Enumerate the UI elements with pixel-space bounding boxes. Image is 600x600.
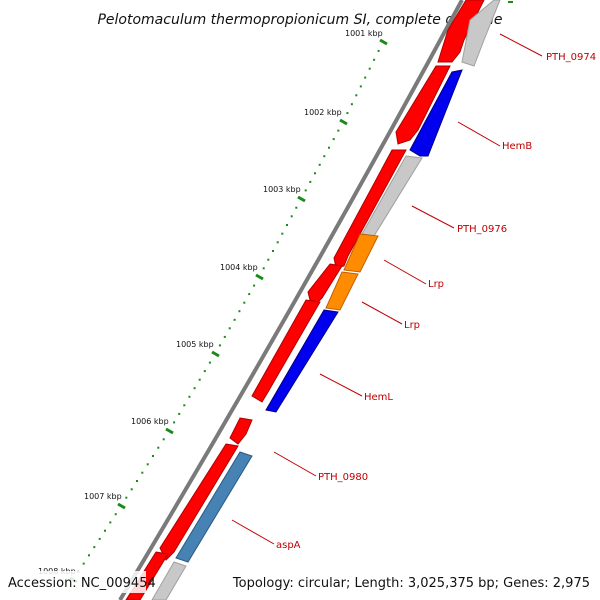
gene-reverse-grey-3[interactable] [151, 561, 187, 600]
tick-label: 1001 kbp [345, 29, 383, 38]
minor-tick [314, 172, 316, 175]
minor-tick [508, 1, 513, 3]
reverse-genes [151, 0, 501, 600]
backbone-line [118, 0, 464, 600]
minor-tick [248, 293, 251, 296]
minor-tick [233, 318, 236, 321]
minor-tick [377, 49, 380, 52]
gene-hemL[interactable] [265, 309, 339, 413]
gene-label-pth0976[interactable]: PTH_0976 [457, 224, 507, 235]
footer-accession-bg [4, 571, 146, 593]
minor-tick [183, 404, 186, 407]
gene-label-hemb[interactable]: HemB [502, 141, 532, 152]
genome-title: Pelotomaculum thermopropionicum SI, comp… [97, 12, 502, 28]
tick-label: 1004 kbp [220, 263, 258, 272]
minor-tick [114, 513, 117, 516]
gene-hemB[interactable] [409, 69, 463, 157]
forward-genes [125, 0, 485, 600]
minor-tick [218, 344, 221, 347]
gene-lrp-1[interactable] [343, 233, 379, 273]
tick-label: 1005 kbp [176, 340, 214, 349]
tick-label: 1003 kbp [263, 185, 301, 194]
minor-tick [368, 67, 371, 70]
minor-tick [243, 301, 246, 304]
minor-tick [290, 215, 293, 218]
footer-summary-bg [256, 571, 594, 593]
accession-text: Accession: NC_009454 [8, 576, 156, 591]
tick-label: 1006 kbp [131, 417, 169, 426]
tick-label: 1002 kbp [304, 108, 342, 117]
minor-tick [262, 267, 265, 270]
gene-label-lrp[interactable]: Lrp [404, 320, 420, 331]
minor-tick [130, 488, 133, 491]
minor-tick [141, 471, 144, 474]
minor-tick [157, 446, 160, 449]
minor-tick [173, 421, 176, 424]
minor-tick [328, 146, 330, 149]
label-leaders [231, 33, 543, 545]
topology-summary-text: Topology: circular; Length: 3,025,375 bp… [232, 576, 590, 591]
minor-tick [318, 163, 321, 166]
gene-label-pth0974[interactable]: PTH_0974 [546, 52, 596, 63]
minor-tick [304, 189, 307, 192]
minor-tick [88, 554, 90, 557]
minor-tick [253, 284, 256, 287]
minor-tick [364, 76, 367, 79]
gene-forward-2[interactable] [395, 65, 451, 145]
gene-forward-5[interactable] [251, 299, 321, 403]
minor-tick [355, 94, 358, 97]
minor-tick [82, 562, 85, 565]
minor-tick [228, 327, 231, 330]
minor-tick [98, 537, 101, 540]
minor-tick [109, 521, 112, 524]
tick-dots [77, 1, 513, 573]
tick-label: 1007 kbp [84, 492, 122, 501]
minor-tick [104, 529, 106, 532]
gene-reverse-grey-1[interactable] [461, 0, 501, 67]
minor-tick [146, 463, 149, 466]
minor-tick [350, 103, 353, 106]
minor-tick [323, 155, 326, 158]
gene-forward-3[interactable] [333, 149, 407, 269]
minor-tick [276, 241, 279, 244]
gene-labels: PTH_0974 HemB PTH_0976 Lrp Lrp HemL PTH_… [276, 52, 596, 551]
minor-tick [346, 112, 349, 115]
gene-label-aspa[interactable]: aspA [276, 540, 301, 551]
minor-tick [162, 438, 165, 441]
gene-label-lrp[interactable]: Lrp [428, 279, 444, 290]
minor-tick [193, 387, 196, 390]
gene-lrp-2[interactable] [325, 271, 359, 311]
minor-tick [136, 480, 138, 482]
gene-label-pth0980[interactable]: PTH_0980 [318, 472, 368, 483]
minor-tick [295, 206, 298, 209]
gene-forward-6[interactable] [229, 417, 253, 445]
minor-tick [373, 58, 376, 61]
minor-tick [188, 395, 191, 398]
gene-forward-1[interactable] [437, 0, 485, 63]
minor-tick [238, 310, 241, 313]
minor-tick [223, 335, 226, 338]
minor-tick [281, 232, 284, 235]
minor-tick [178, 412, 181, 415]
gene-forward-7[interactable] [159, 443, 239, 561]
minor-tick [309, 180, 312, 183]
minor-tick [272, 250, 274, 252]
gene-aspA[interactable] [175, 451, 253, 563]
minor-tick [286, 224, 288, 226]
minor-tick [337, 129, 340, 132]
minor-tick [198, 378, 201, 381]
minor-tick [332, 138, 335, 141]
minor-tick [267, 258, 270, 261]
minor-tick [93, 546, 96, 549]
minor-tick [359, 85, 362, 88]
minor-tick [152, 455, 154, 457]
minor-tick [208, 361, 211, 364]
minor-tick [125, 496, 128, 499]
minor-tick [203, 370, 206, 373]
gene-label-heml[interactable]: HemL [364, 392, 393, 403]
